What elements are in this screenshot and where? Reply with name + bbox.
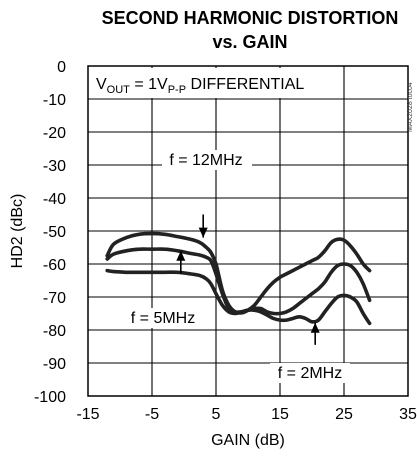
y-axis-label: HD2 (dBc) <box>9 194 26 269</box>
y-tick-label: -100 <box>34 389 66 406</box>
annotation-arrow-head-f-12mhz <box>198 227 208 238</box>
annotation-arrow-head-f-5mhz <box>176 250 186 261</box>
x-tick-label: -5 <box>145 406 159 423</box>
y-tick-label: -70 <box>43 290 66 307</box>
y-tick-label: 0 <box>57 59 66 76</box>
y-tick-label: -80 <box>43 323 66 340</box>
grid-lines <box>88 66 408 396</box>
annotation-bg-f-2mhz <box>270 363 350 383</box>
y-tick-label: -10 <box>43 92 66 109</box>
x-tick-label: 15 <box>271 406 289 423</box>
figure-watermark: MAX2028 toc04 <box>407 82 414 132</box>
x-tick-label: -15 <box>76 406 99 423</box>
y-tick-label: -90 <box>43 356 66 373</box>
y-tick-label: -30 <box>43 158 66 175</box>
chart-title-line-1: SECOND HARMONIC DISTORTION <box>102 8 399 28</box>
annotation-arrow-head-f-2mhz <box>310 322 320 333</box>
x-tick-label: 25 <box>335 406 353 423</box>
annotation-group: f = 12MHz f = 5MHz f = 2MHz <box>128 150 350 383</box>
annotation-label-f-2mhz: f = 2MHz <box>278 365 342 382</box>
condition-label: VOUT = 1VP-P DIFFERENTIAL <box>96 76 304 96</box>
y-tick-label: -60 <box>43 257 66 274</box>
y-tick-label: -40 <box>43 191 66 208</box>
x-tick-label: 5 <box>212 406 221 423</box>
x-axis-label: GAIN (dB) <box>211 432 285 449</box>
tick-labels: 0 -10 -20 -30 -40 -50 -60 -70 -80 -90 -100 -15 -5 5 15… <box>34 59 417 423</box>
x-tick-label: 35 <box>399 406 417 423</box>
series-group <box>105 231 372 326</box>
annotation-bg-f-5mhz <box>128 308 200 328</box>
series-line-f-12mhz <box>105 231 372 315</box>
series-line-f-5mhz <box>105 247 372 316</box>
annotation-label-f-12mhz: f = 12MHz <box>169 152 242 169</box>
y-tick-label: -20 <box>43 125 66 142</box>
chart-title-line-2: vs. GAIN <box>212 32 287 52</box>
annotation-bg-f-12mhz <box>162 150 252 170</box>
annotation-label-f-5mhz: f = 5MHz <box>131 310 195 327</box>
y-tick-label: -50 <box>43 224 66 241</box>
plot-area-border <box>87 65 409 397</box>
series-line-f-2mhz <box>105 268 372 326</box>
condition-label-background <box>90 68 282 98</box>
